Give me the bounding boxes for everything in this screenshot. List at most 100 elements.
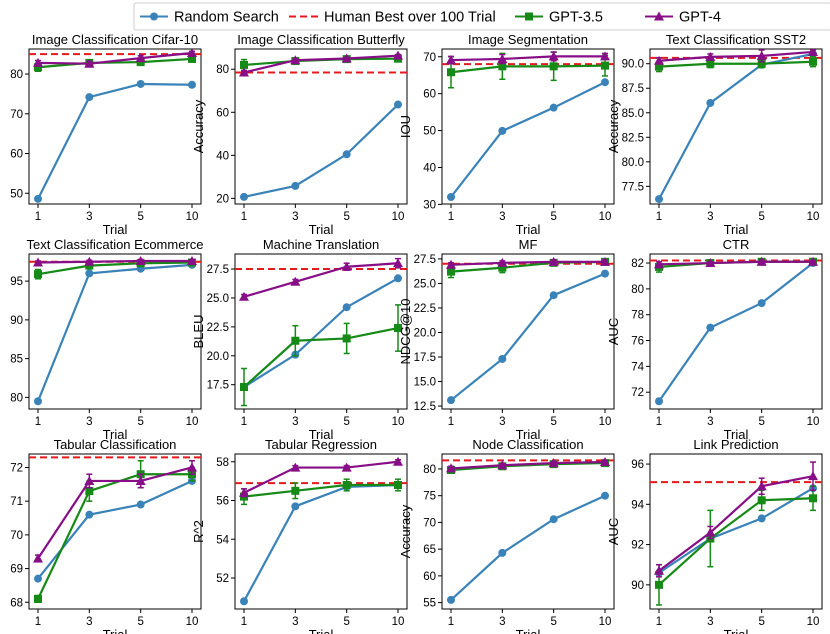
chart-panel-4: Text Classification SST2 77.5 80.0 82.5 85.0… [606, 32, 823, 237]
data-point-gpt4 [705, 51, 716, 61]
data-point-gpt35 [85, 487, 94, 496]
legend-frame [133, 2, 830, 31]
data-point-gpt4 [239, 291, 249, 301]
y-tick-label: 72 [631, 387, 644, 399]
data-point-gpt4 [393, 456, 403, 466]
data-point-gpt4 [705, 258, 716, 268]
x-tick-label: 10 [807, 616, 820, 628]
data-point-random [342, 303, 351, 312]
x-tick-label: 5 [343, 616, 349, 628]
chart-panel-10: Tabular Regression 52 54 56 58 1 3 5 10 Trial R^2 [191, 437, 408, 634]
x-tick-label: 3 [86, 616, 92, 628]
data-point-random [498, 126, 507, 135]
series-gpt4 [654, 461, 818, 578]
series-line-gpt4 [37, 51, 193, 65]
series-line-gpt35 [37, 261, 193, 276]
data-point-gpt4 [341, 261, 352, 271]
plot-area [441, 48, 615, 205]
series-line-random [450, 81, 606, 198]
data-point-gpt35 [188, 54, 196, 63]
x-tick-label: 1 [448, 616, 454, 628]
series-line-random [243, 277, 399, 388]
plot-marks [442, 51, 614, 201]
y-axis-label: Accuracy [191, 99, 206, 153]
series-line-random [450, 494, 606, 601]
y-tick-label: 80 [10, 392, 23, 404]
y-tick-label: 55 [423, 598, 436, 610]
series-gpt4 [654, 49, 818, 65]
x-tick-label: 5 [550, 211, 556, 223]
data-point-gpt4 [135, 475, 146, 485]
series-line-gpt35 [658, 497, 814, 586]
data-point-gpt4 [290, 276, 301, 286]
series-random [655, 259, 817, 406]
data-point-gpt35 [601, 61, 609, 70]
y-tick-label: 92 [631, 540, 644, 552]
y-tick-label: 69 [10, 564, 23, 576]
chart-title: Image Classification Butterfly [237, 32, 405, 47]
data-point-gpt4 [239, 67, 249, 77]
x-tick-label: 10 [186, 416, 199, 428]
y-tick-label: 22.5 [414, 303, 436, 315]
y-axis-label: BLEU [191, 315, 206, 349]
series-gpt4 [33, 459, 197, 563]
data-point-random [549, 103, 558, 112]
y-tick-label: 50 [10, 188, 23, 200]
series-random [34, 79, 196, 203]
data-point-random [655, 195, 663, 204]
series-line-gpt4 [450, 260, 605, 266]
series-gpt35 [655, 485, 817, 606]
plot-marks [442, 256, 614, 405]
y-tick-label: 50 [423, 126, 436, 138]
plot-area [649, 253, 823, 410]
data-point-random [240, 597, 248, 606]
x-tick-label: 3 [707, 211, 713, 223]
x-axis-label: Trial [724, 627, 749, 634]
series-gpt4 [33, 255, 197, 267]
y-tick-label: 20 [216, 193, 229, 205]
chart-title: Tabular Regression [265, 437, 377, 452]
plot-area [441, 453, 615, 610]
plot-area [234, 48, 408, 205]
chart-title: Image Classification Cifar-10 [32, 32, 198, 47]
x-tick-label: 5 [758, 616, 764, 628]
data-point-gpt4 [497, 257, 508, 267]
data-point-random [549, 515, 558, 524]
chart-panel-9: Tabular Classification 68 69 70 71 72 1 3 5 10 Tri… [10, 437, 202, 634]
chart-panel-12: Link Prediction 90 92 94 96 1 3 5 10 Trial AUC [606, 437, 823, 634]
data-point-gpt4 [654, 55, 664, 65]
y-tick-label: 22.5 [207, 322, 229, 334]
x-axis-label: Trial [103, 627, 128, 634]
series-line-gpt4 [658, 50, 814, 62]
series-gpt4 [239, 257, 403, 301]
data-point-gpt4 [33, 553, 43, 563]
y-tick-label: 70 [10, 109, 23, 121]
y-tick-label: 90 [10, 315, 23, 327]
series-line-random [658, 52, 814, 200]
x-tick-label: 10 [392, 416, 405, 428]
plot-marks [650, 461, 822, 606]
data-point-gpt4 [290, 462, 301, 472]
chart-panel-7: MF 12.5 15.0 17.5 20.0 22.5 25.0 27.5 1 3 5 10 Trial… [398, 237, 615, 442]
y-tick-label: 65 [423, 544, 436, 556]
x-axis-label: Trial [516, 222, 541, 237]
series-random [34, 260, 196, 406]
plot-area [28, 48, 202, 205]
legend-human-label: Human Best over 100 Trial [324, 10, 496, 26]
series-line-gpt4 [450, 55, 605, 62]
data-point-gpt4 [446, 55, 456, 65]
chart-panel-1: Image Classification Cifar-10 50 60 70 80 1 3 5… [10, 32, 202, 237]
series-gpt4 [446, 256, 610, 269]
series-line-random [450, 272, 606, 402]
data-point-gpt35 [394, 481, 402, 489]
series-gpt35 [655, 56, 817, 73]
y-tick-label: 60 [216, 107, 229, 119]
series-line-gpt4 [658, 260, 813, 266]
data-point-gpt35 [447, 267, 455, 276]
plot-area [649, 453, 823, 610]
x-axis-label: Trial [309, 627, 334, 634]
chart-panel-3: Image Segmentation 30 40 50 60 70 1 3 5 10 Trial IO… [398, 32, 615, 237]
x-tick-label: 10 [392, 616, 405, 628]
x-tick-label: 1 [241, 416, 247, 428]
x-tick-label: 10 [392, 211, 405, 223]
